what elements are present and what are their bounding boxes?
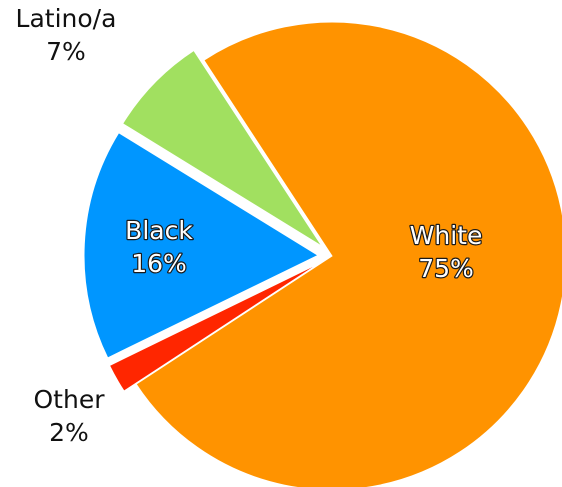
slice-value-latino-a: 7%: [46, 37, 86, 66]
pie-slice-latino-a: [121, 49, 323, 247]
pie-slice-white: [135, 21, 562, 487]
pie-slice-black: [83, 132, 320, 359]
slice-value-white: 75%: [418, 254, 474, 283]
slice-value-black: 16%: [131, 249, 187, 278]
pie-slice-other: [108, 262, 321, 392]
pie-labels: White 75% Other 2% Black 16% Latino/a 7%: [16, 4, 484, 447]
slice-name-other: Other: [34, 385, 106, 414]
slice-name-latino-a: Latino/a: [16, 4, 117, 33]
slice-name-black: Black: [125, 216, 193, 245]
slice-label-latino-a: Latino/a 7%: [16, 4, 117, 66]
slice-label-other: Other 2%: [34, 385, 106, 447]
slice-name-white: White: [410, 221, 483, 250]
slice-value-other: 2%: [49, 418, 89, 447]
pie-slices: [83, 21, 562, 487]
slice-label-black: Black 16%: [125, 216, 193, 278]
slice-label-white: White 75%: [410, 221, 483, 283]
